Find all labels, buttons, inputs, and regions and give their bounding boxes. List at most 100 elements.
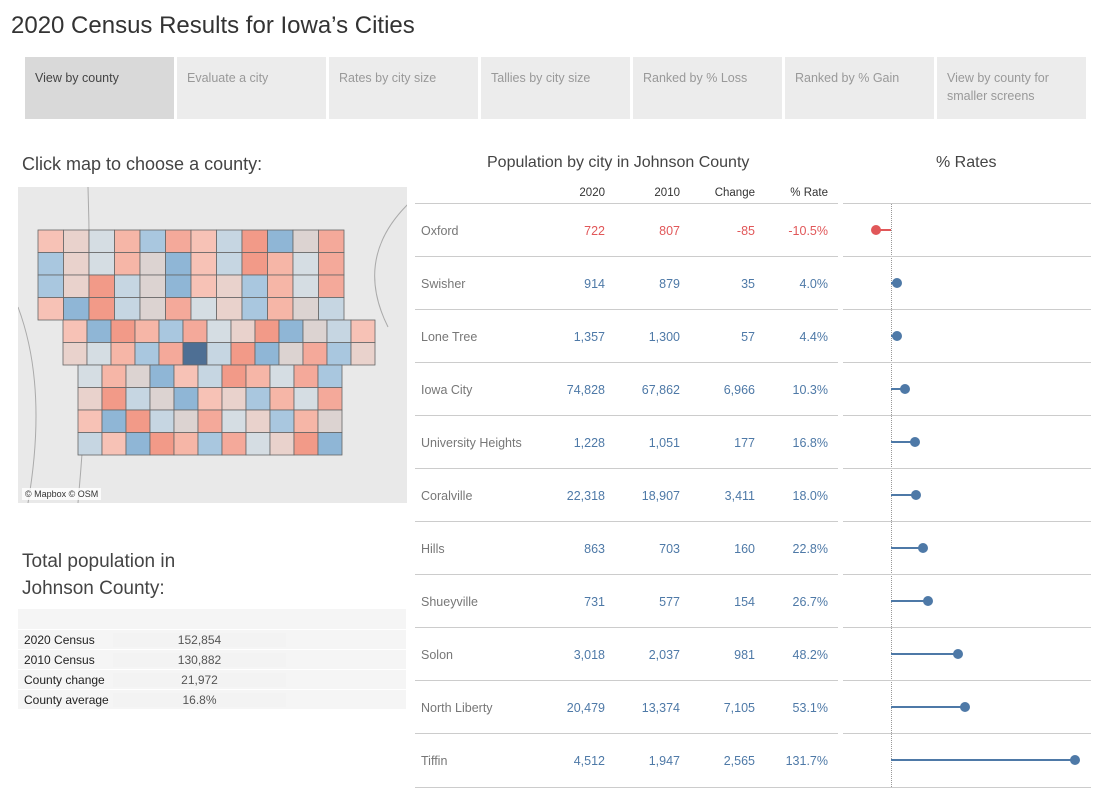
county-shape[interactable]: [182, 342, 208, 366]
county-shape[interactable]: [62, 342, 88, 366]
table-row[interactable]: Swisher 914 879 35 4.0%: [415, 256, 838, 309]
county-shape[interactable]: [139, 297, 166, 321]
table-row[interactable]: Coralville 22,318 18,907 3,411 18.0%: [415, 468, 838, 521]
county-shape[interactable]: [77, 364, 103, 388]
county-shape[interactable]: [77, 409, 103, 433]
county-shape[interactable]: [37, 229, 64, 253]
county-shape[interactable]: [267, 274, 294, 298]
county-shape[interactable]: [269, 364, 295, 388]
county-shape[interactable]: [139, 229, 166, 253]
county-shape[interactable]: [197, 387, 223, 411]
county-shape[interactable]: [326, 342, 352, 366]
lollipop-dot[interactable]: [1070, 755, 1081, 765]
county-shape[interactable]: [149, 387, 175, 411]
county-shape[interactable]: [110, 319, 136, 343]
county-shape[interactable]: [318, 229, 345, 253]
county-shape[interactable]: [350, 342, 376, 366]
county-shape[interactable]: [190, 297, 217, 321]
county-shape[interactable]: [125, 364, 151, 388]
county-shape[interactable]: [158, 342, 184, 366]
county-shape[interactable]: [101, 387, 127, 411]
lollipop-dot[interactable]: [917, 543, 928, 553]
county-shape[interactable]: [269, 387, 295, 411]
county-shape[interactable]: [230, 342, 256, 366]
county-shape[interactable]: [254, 319, 280, 343]
county-shape[interactable]: [114, 252, 141, 276]
county-shape[interactable]: [190, 252, 217, 276]
county-shape[interactable]: [77, 387, 103, 411]
county-shape[interactable]: [267, 252, 294, 276]
lollipop-dot[interactable]: [909, 437, 920, 447]
county-shape[interactable]: [245, 409, 271, 433]
county-shape[interactable]: [221, 409, 247, 433]
county-shape[interactable]: [197, 409, 223, 433]
county-shape[interactable]: [245, 432, 271, 456]
county-shape[interactable]: [269, 432, 295, 456]
county-shape[interactable]: [292, 252, 319, 276]
county-shape[interactable]: [241, 297, 268, 321]
county-shape[interactable]: [293, 409, 319, 433]
table-row[interactable]: Iowa City 74,828 67,862 6,966 10.3%: [415, 362, 838, 415]
county-shape[interactable]: [206, 342, 232, 366]
tab-2[interactable]: Rates by city size: [329, 57, 478, 119]
county-shape[interactable]: [267, 229, 294, 253]
county-shape[interactable]: [165, 274, 192, 298]
county-shape[interactable]: [77, 432, 103, 456]
table-row[interactable]: Tiffin 4,512 1,947 2,565 131.7%: [415, 733, 838, 786]
county-shape[interactable]: [318, 274, 345, 298]
county-shape[interactable]: [139, 252, 166, 276]
county-shape[interactable]: [241, 229, 268, 253]
county-shape[interactable]: [114, 229, 141, 253]
county-shape[interactable]: [114, 297, 141, 321]
table-row[interactable]: Solon 3,018 2,037 981 48.2%: [415, 627, 838, 680]
county-shape[interactable]: [173, 387, 199, 411]
county-shape[interactable]: [88, 229, 115, 253]
county-shape[interactable]: [158, 319, 184, 343]
county-shape[interactable]: [293, 432, 319, 456]
county-shape[interactable]: [88, 274, 115, 298]
county-shape[interactable]: [317, 409, 343, 433]
county-shape[interactable]: [86, 342, 112, 366]
county-shape[interactable]: [254, 342, 280, 366]
county-shape[interactable]: [63, 252, 90, 276]
county-shape[interactable]: [173, 409, 199, 433]
county-shape[interactable]: [216, 229, 243, 253]
lollipop-dot[interactable]: [953, 649, 964, 659]
county-shape[interactable]: [37, 252, 64, 276]
county-shape[interactable]: [241, 252, 268, 276]
county-shape[interactable]: [149, 432, 175, 456]
county-shape[interactable]: [173, 432, 199, 456]
county-shape[interactable]: [293, 364, 319, 388]
county-shape[interactable]: [139, 274, 166, 298]
county-shape[interactable]: [110, 342, 136, 366]
table-row[interactable]: University Heights 1,228 1,051 177 16.8%: [415, 415, 838, 468]
county-shape[interactable]: [216, 252, 243, 276]
county-shape[interactable]: [63, 274, 90, 298]
county-shape[interactable]: [221, 364, 247, 388]
table-row[interactable]: Shueyville 731 577 154 26.7%: [415, 574, 838, 627]
lollipop-dot[interactable]: [923, 596, 934, 606]
lollipop-dot[interactable]: [960, 702, 971, 712]
county-shape[interactable]: [216, 297, 243, 321]
county-shape[interactable]: [245, 364, 271, 388]
map-canvas[interactable]: [17, 186, 429, 504]
county-shape[interactable]: [149, 364, 175, 388]
tab-0[interactable]: View by county: [25, 57, 174, 119]
county-shape[interactable]: [326, 319, 352, 343]
county-shape[interactable]: [267, 297, 294, 321]
county-shape[interactable]: [125, 432, 151, 456]
county-shape[interactable]: [165, 229, 192, 253]
lollipop-dot[interactable]: [871, 225, 882, 235]
county-shape[interactable]: [317, 432, 343, 456]
lollipop-dot[interactable]: [900, 384, 911, 394]
county-shape[interactable]: [114, 274, 141, 298]
county-shape[interactable]: [317, 364, 343, 388]
county-shape[interactable]: [269, 409, 295, 433]
county-shape[interactable]: [37, 297, 64, 321]
county-shape[interactable]: [88, 252, 115, 276]
county-shape[interactable]: [241, 274, 268, 298]
tab-5[interactable]: Ranked by % Gain: [785, 57, 934, 119]
county-shape[interactable]: [292, 297, 319, 321]
county-shape[interactable]: [350, 319, 376, 343]
county-shape[interactable]: [101, 409, 127, 433]
